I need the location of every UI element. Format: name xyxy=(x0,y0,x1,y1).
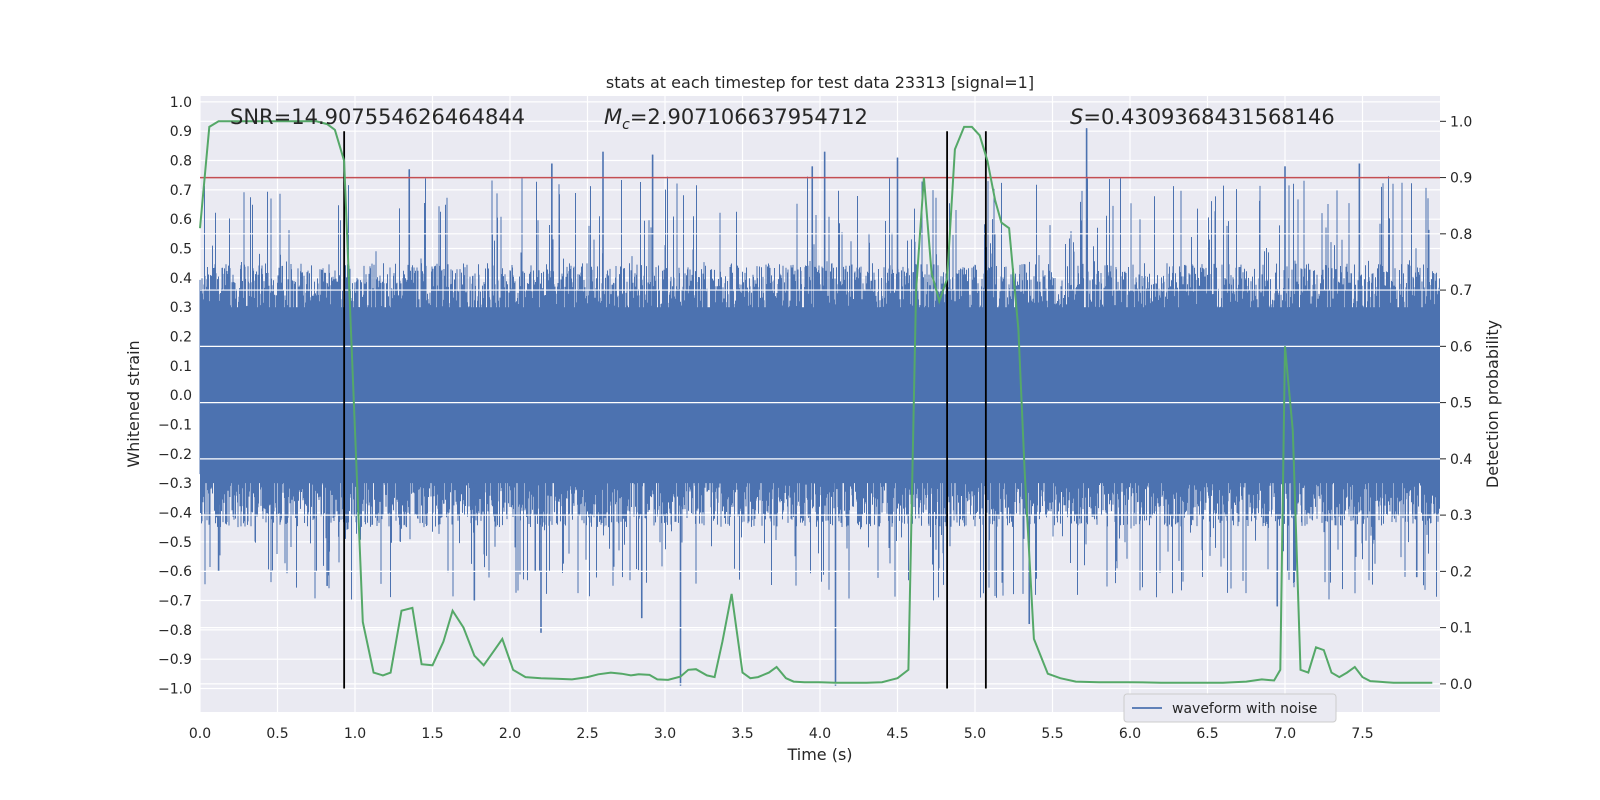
x-axis-ticks: 0.0 0.5 1.0 1.5 2.0 2.5 3.0 3.5 4.0 4.5 5.0 5.5 6.0 6… xyxy=(189,726,1374,742)
x-tick-label: 6.5 xyxy=(1196,726,1218,742)
y-tick-label: 0.4 xyxy=(170,271,192,287)
y2-tick-label: 1.0 xyxy=(1450,114,1472,130)
chart-title: stats at each timestep for test data 233… xyxy=(606,73,1034,92)
x-tick-label: 0.0 xyxy=(189,726,211,742)
x-tick-label: 7.5 xyxy=(1351,726,1373,742)
y-tick-label: 0.7 xyxy=(170,183,192,199)
x-tick-label: 1.0 xyxy=(344,726,366,742)
x-tick-label: 3.5 xyxy=(731,726,753,742)
y2-tick-label: 0.9 xyxy=(1450,171,1472,187)
chirp-mass-annotation: Mc=2.907106637954712 xyxy=(604,105,868,133)
y-tick-label: 0.5 xyxy=(170,242,192,258)
legend: waveform with noise xyxy=(1123,693,1337,723)
y2-tick-label: 0.0 xyxy=(1450,677,1472,693)
chirp-mass-subscript: c xyxy=(622,117,630,133)
s-value: =0.4309368431568146 xyxy=(1083,105,1334,129)
y2-axis-ticks: 1.0 0.9 0.8 0.7 0.6 0.5 0.4 0.3 0.2 0.1 0.0 xyxy=(1440,114,1472,693)
y-tick-label: −1.0 xyxy=(158,682,192,698)
chirp-mass-value: =2.907106637954712 xyxy=(630,105,868,129)
y-tick-label: −0.4 xyxy=(158,506,192,522)
y-tick-label: −0.8 xyxy=(158,623,192,639)
y2-tick-label: 0.8 xyxy=(1450,227,1472,243)
s-symbol: S xyxy=(1070,105,1083,129)
y2-tick-label: 0.5 xyxy=(1450,396,1472,412)
y-tick-label: −0.3 xyxy=(158,476,192,492)
y-tick-label: −0.7 xyxy=(158,594,192,610)
y-tick-label: 0.9 xyxy=(170,124,192,140)
x-tick-label: 4.0 xyxy=(809,726,831,742)
y-tick-label: 0.3 xyxy=(170,300,192,316)
x-tick-label: 1.5 xyxy=(421,726,443,742)
detection-probability-series xyxy=(199,120,1433,684)
y2-tick-label: 0.2 xyxy=(1450,564,1472,580)
x-tick-label: 7.0 xyxy=(1274,726,1296,742)
legend-label: waveform with noise xyxy=(1172,701,1317,717)
y2-tick-label: 0.3 xyxy=(1450,508,1472,524)
x-tick-label: 2.0 xyxy=(499,726,521,742)
y-tick-label: −0.1 xyxy=(158,418,192,434)
x-tick-label: 0.5 xyxy=(266,726,288,742)
detection-probability-line xyxy=(199,120,1433,684)
legend-box xyxy=(1123,693,1337,723)
y-axis-label: Whitened strain xyxy=(124,340,143,467)
vertical-markers xyxy=(343,131,987,689)
x-tick-label: 5.0 xyxy=(964,726,986,742)
waveform-core xyxy=(200,307,1440,484)
y-tick-label: −0.9 xyxy=(158,652,192,668)
chirp-mass-symbol: M xyxy=(604,105,622,129)
waveform-with-noise-series xyxy=(199,128,1440,686)
y-tick-label: 0.8 xyxy=(170,154,192,170)
y-tick-label: −0.6 xyxy=(158,564,192,580)
y2-tick-label: 0.7 xyxy=(1450,283,1472,299)
y-tick-label: 1.0 xyxy=(170,95,192,111)
y-tick-label: 0.0 xyxy=(170,388,192,404)
right-axis-grid xyxy=(200,120,1440,685)
x-tick-label: 6.0 xyxy=(1119,726,1141,742)
y-tick-label: 0.2 xyxy=(170,330,192,346)
x-tick-label: 3.0 xyxy=(654,726,676,742)
x-tick-label: 5.5 xyxy=(1041,726,1063,742)
x-tick-label: 4.5 xyxy=(886,726,908,742)
x-axis-label: Time (s) xyxy=(786,745,852,764)
y-tick-label: −0.5 xyxy=(158,535,192,551)
y2-tick-label: 0.4 xyxy=(1450,452,1472,468)
y-tick-label: 0.1 xyxy=(170,359,192,375)
y2-axis-label: Detection probability xyxy=(1483,320,1502,488)
snr-annotation: SNR=14.907554626464844 xyxy=(230,105,525,129)
y2-tick-label: 0.6 xyxy=(1450,339,1472,355)
y2-tick-label: 0.1 xyxy=(1450,621,1472,637)
y-axis-ticks: 1.0 0.9 0.8 0.7 0.6 0.5 0.4 0.3 0.2 0.1 0.0 −0.1 −0.… xyxy=(158,95,192,698)
y-tick-label: 0.6 xyxy=(170,212,192,228)
s-annotation: S=0.4309368431568146 xyxy=(1070,105,1335,129)
y-tick-label: −0.2 xyxy=(158,447,192,463)
x-tick-label: 2.5 xyxy=(576,726,598,742)
